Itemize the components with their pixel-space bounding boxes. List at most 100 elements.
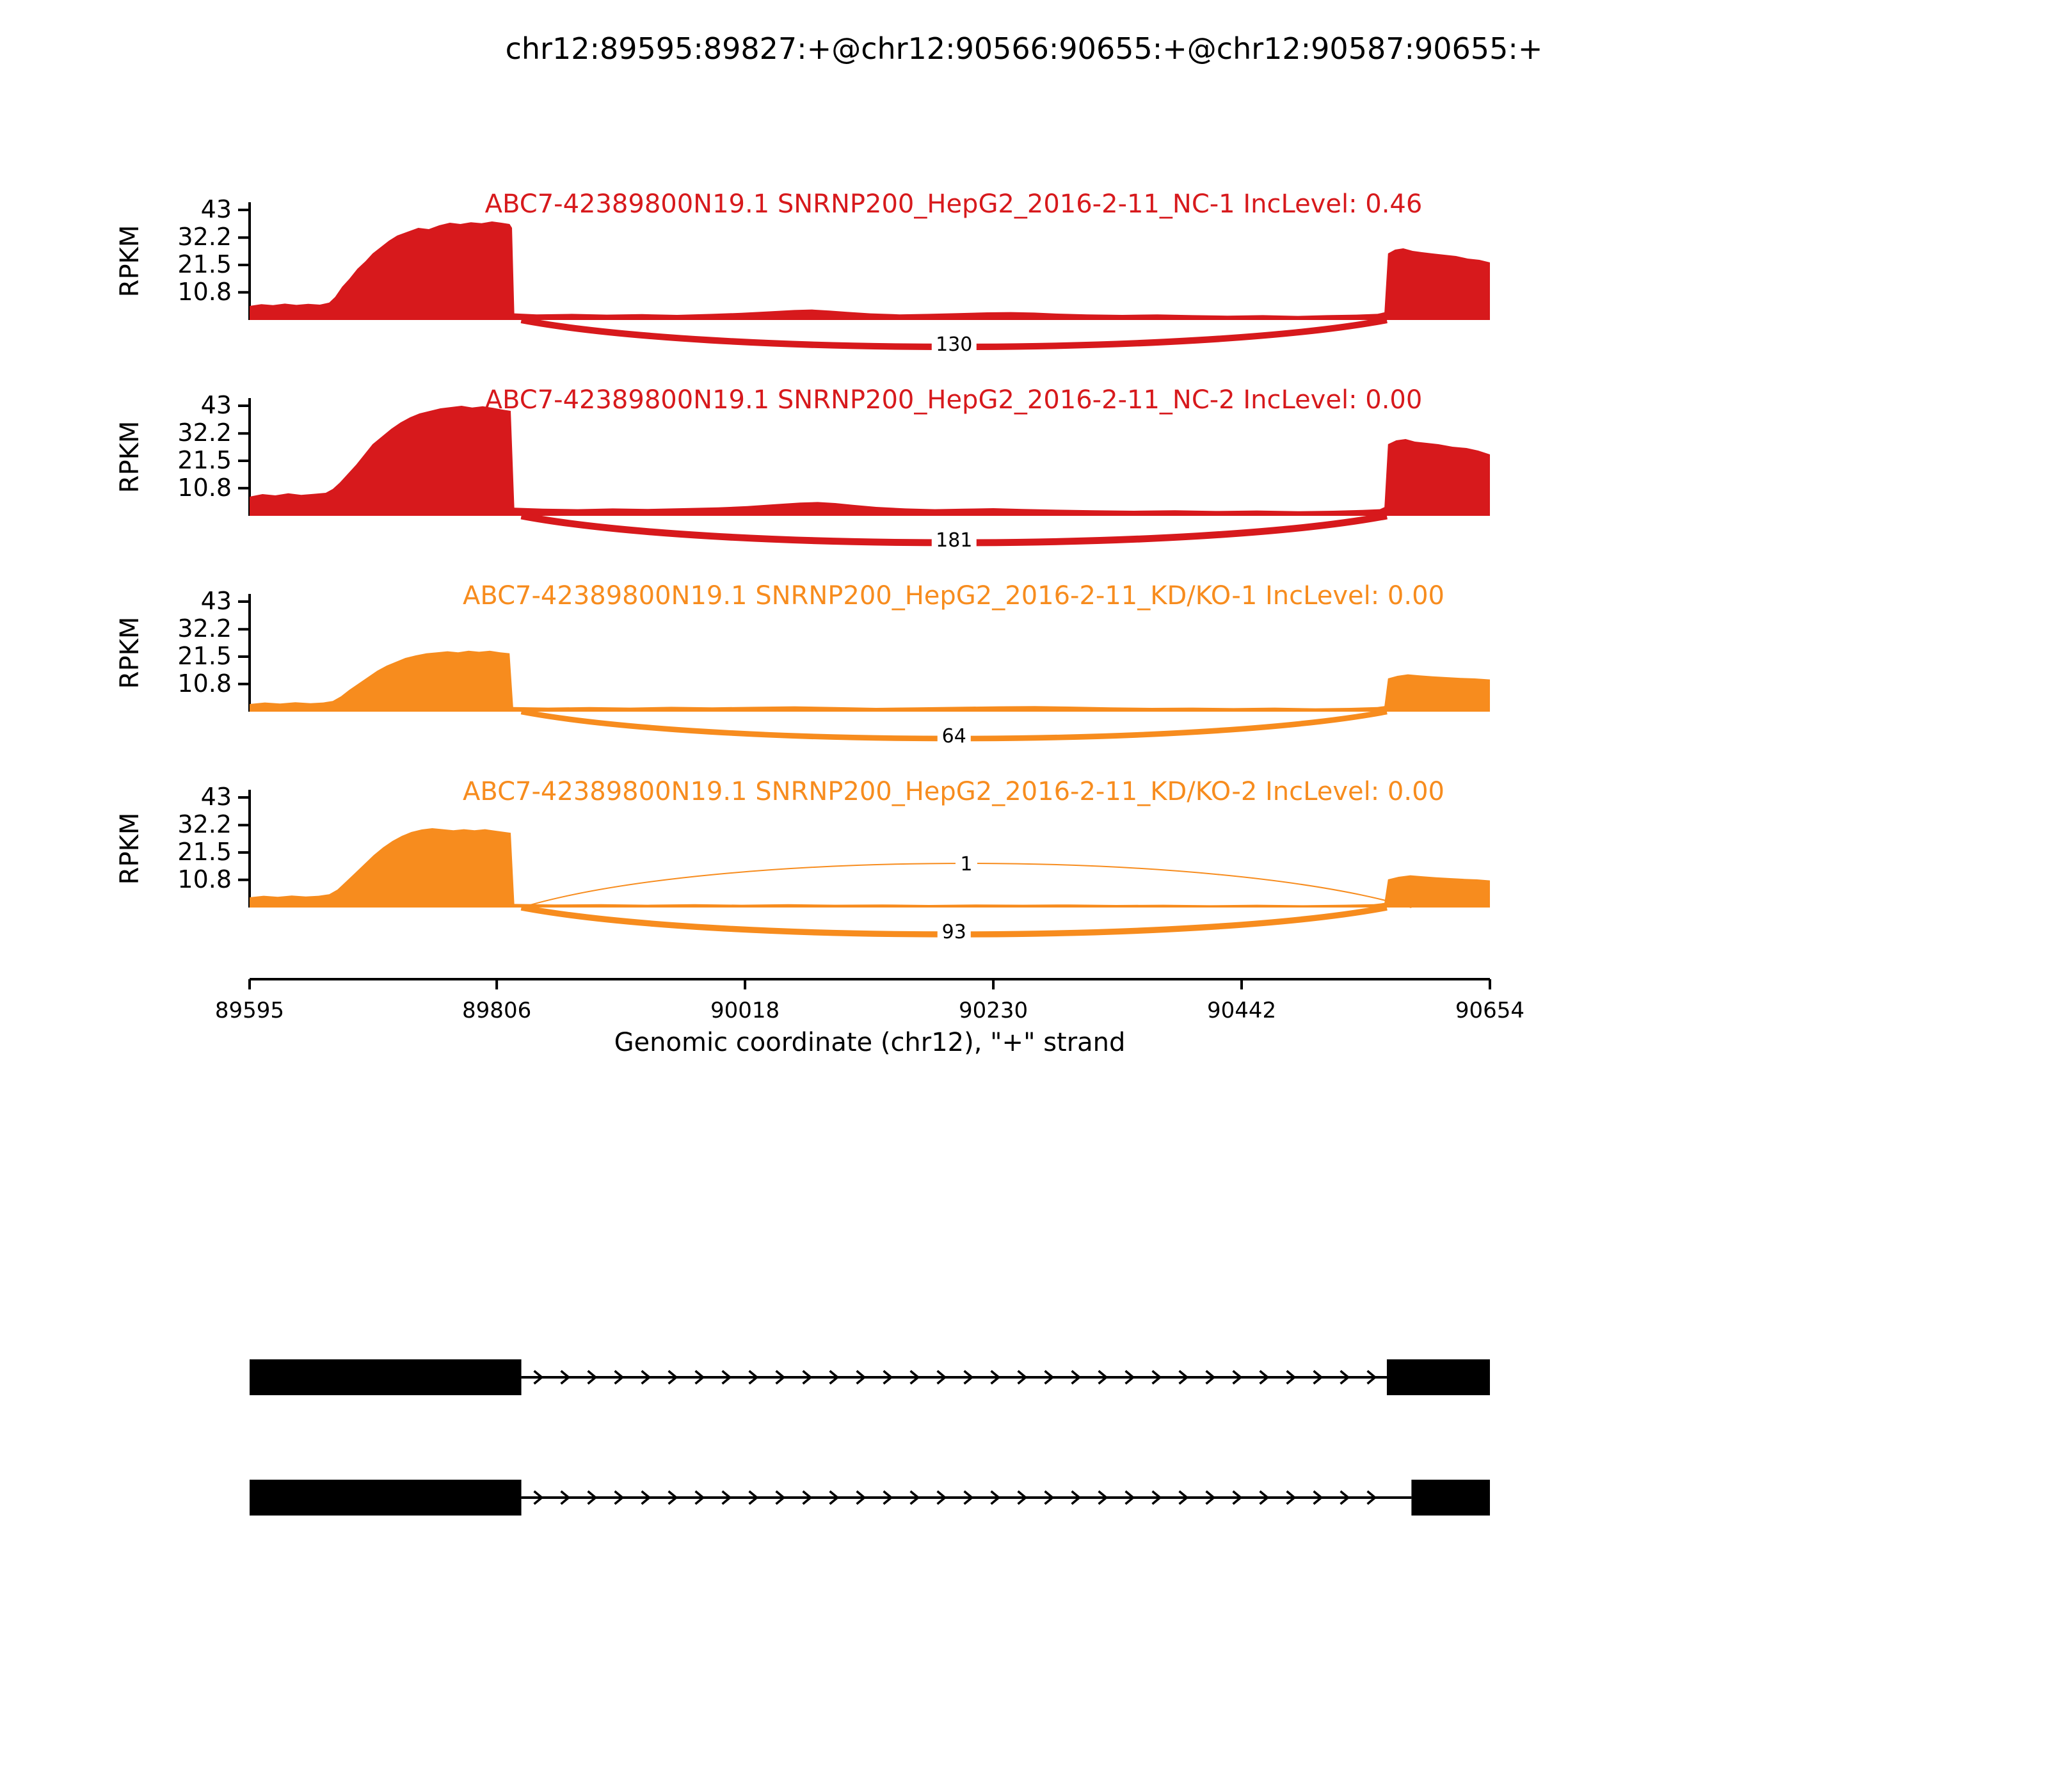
intron-strand-arrow — [963, 1370, 974, 1385]
intron-strand-arrow — [748, 1370, 759, 1385]
intron-strand-arrow — [1017, 1490, 1028, 1505]
intron-strand-arrow — [1313, 1370, 1324, 1385]
intron-strand-arrow — [721, 1490, 732, 1505]
intron-strand-arrow — [1071, 1490, 1082, 1505]
intron-strand-arrow — [1205, 1490, 1216, 1505]
exon-box — [250, 1359, 522, 1395]
intron-strand-arrow — [1340, 1370, 1350, 1385]
plot-title: chr12:89595:89827:+@chr12:90566:90655:+@… — [505, 33, 1543, 67]
x-tick-label: 90230 — [959, 998, 1028, 1023]
y-tick-label: 43 — [201, 783, 232, 811]
intron-strand-arrow — [856, 1490, 867, 1505]
coverage-area — [250, 406, 1490, 516]
intron-strand-arrow — [721, 1370, 732, 1385]
intron-strand-arrow — [990, 1490, 1001, 1505]
intron-strand-arrow — [1366, 1370, 1377, 1385]
intron-strand-arrow — [829, 1370, 840, 1385]
intron-strand-arrow — [829, 1490, 840, 1505]
intron-strand-arrow — [802, 1370, 813, 1385]
y-tick-label: 32.2 — [177, 614, 232, 643]
intron-strand-arrow — [1044, 1370, 1055, 1385]
y-tick-label: 21.5 — [177, 838, 232, 866]
exon-box — [1386, 1359, 1490, 1395]
intron-strand-arrow — [883, 1370, 893, 1385]
intron-strand-arrow — [1232, 1370, 1243, 1385]
x-tick-label: 89595 — [215, 998, 284, 1023]
rpkm-axis-label: RPKM — [115, 813, 145, 885]
intron-strand-arrow — [1098, 1490, 1108, 1505]
intron-strand-arrow — [1286, 1370, 1297, 1385]
intron-strand-arrow — [883, 1490, 893, 1505]
junction-count-bg — [931, 332, 977, 355]
intron-strand-arrow — [1313, 1490, 1324, 1505]
y-tick-label: 10.8 — [177, 278, 232, 306]
exon-box — [250, 1480, 522, 1516]
intron-strand-arrow — [936, 1490, 947, 1505]
intron-strand-arrow — [963, 1490, 974, 1505]
intron-strand-arrow — [856, 1370, 867, 1385]
x-tick-label: 89806 — [462, 998, 531, 1023]
junction-count-label: 93 — [942, 921, 966, 943]
intron-strand-arrow — [694, 1370, 705, 1385]
intron-strand-arrow — [614, 1490, 625, 1505]
intron-strand-arrow — [694, 1490, 705, 1505]
coverage-area — [250, 828, 1490, 908]
intron-strand-arrow — [1286, 1490, 1297, 1505]
intron-strand-arrow — [1151, 1490, 1162, 1505]
junction-count-label: 130 — [936, 333, 972, 356]
intron-strand-arrow — [533, 1490, 544, 1505]
intron-strand-arrow — [641, 1370, 652, 1385]
intron-strand-arrow — [668, 1370, 678, 1385]
intron-strand-arrow — [641, 1490, 652, 1505]
intron-strand-arrow — [990, 1370, 1001, 1385]
track-title: ABC7-42389800N19.1 SNRNP200_HepG2_2016-2… — [463, 581, 1444, 611]
rpkm-axis-label: RPKM — [115, 617, 145, 689]
y-tick-label: 32.2 — [177, 419, 232, 447]
intron-strand-arrow — [1340, 1490, 1350, 1505]
junction-count-label: 181 — [936, 529, 972, 552]
y-tick-label: 21.5 — [177, 250, 232, 278]
y-tick-label: 43 — [201, 391, 232, 419]
y-tick-label: 32.2 — [177, 223, 232, 251]
intron-strand-arrow — [1259, 1490, 1270, 1505]
intron-strand-arrow — [909, 1370, 920, 1385]
y-tick-label: 43 — [201, 587, 232, 615]
intron-strand-arrow — [533, 1370, 544, 1385]
intron-strand-arrow — [560, 1490, 571, 1505]
rpkm-axis-label: RPKM — [115, 225, 145, 298]
x-tick-label: 90018 — [710, 998, 780, 1023]
junction-count-bg — [937, 919, 971, 942]
y-tick-label: 21.5 — [177, 446, 232, 474]
intron-strand-arrow — [748, 1490, 759, 1505]
junction-count-bg — [955, 851, 977, 874]
intron-strand-arrow — [1071, 1370, 1082, 1385]
track-title: ABC7-42389800N19.1 SNRNP200_HepG2_2016-2… — [485, 385, 1423, 415]
intron-strand-arrow — [909, 1490, 920, 1505]
intron-strand-arrow — [1205, 1370, 1216, 1385]
intron-strand-arrow — [1232, 1490, 1243, 1505]
intron-strand-arrow — [1017, 1370, 1028, 1385]
x-tick-label: 90442 — [1207, 998, 1276, 1023]
track-title: ABC7-42389800N19.1 SNRNP200_HepG2_2016-2… — [463, 777, 1444, 806]
intron-strand-arrow — [936, 1370, 947, 1385]
intron-strand-arrow — [1124, 1490, 1135, 1505]
y-tick-label: 43 — [201, 195, 232, 223]
intron-strand-arrow — [775, 1490, 786, 1505]
intron-strand-arrow — [560, 1370, 571, 1385]
coverage-area — [250, 221, 1490, 320]
intron-strand-arrow — [1151, 1370, 1162, 1385]
intron-strand-arrow — [1098, 1370, 1108, 1385]
intron-strand-arrow — [1044, 1490, 1055, 1505]
intron-strand-arrow — [587, 1370, 598, 1385]
intron-strand-arrow — [614, 1370, 625, 1385]
intron-strand-arrow — [1178, 1370, 1189, 1385]
intron-strand-arrow — [1178, 1490, 1189, 1505]
intron-strand-arrow — [587, 1490, 598, 1505]
junction-count-bg — [937, 723, 971, 746]
intron-strand-arrow — [775, 1370, 786, 1385]
x-tick-label: 90654 — [1455, 998, 1524, 1023]
junction-count-bg — [931, 527, 977, 550]
